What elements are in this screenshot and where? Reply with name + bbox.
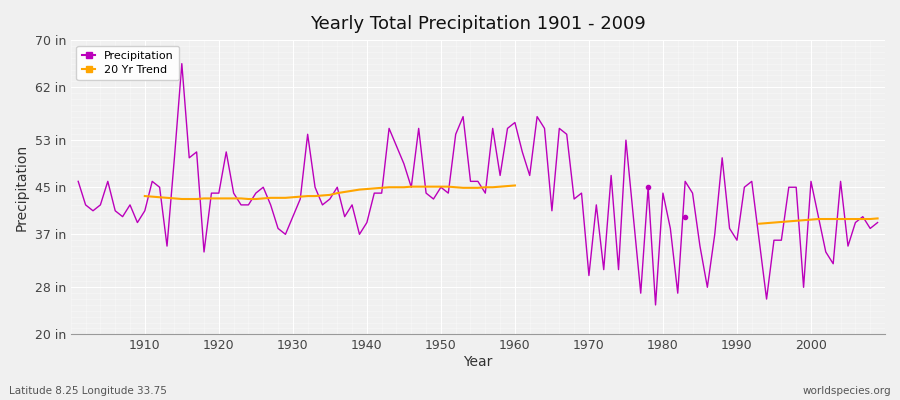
Text: worldspecies.org: worldspecies.org <box>803 386 891 396</box>
Text: Latitude 8.25 Longitude 33.75: Latitude 8.25 Longitude 33.75 <box>9 386 166 396</box>
Legend: Precipitation, 20 Yr Trend: Precipitation, 20 Yr Trend <box>76 46 179 80</box>
Y-axis label: Precipitation: Precipitation <box>15 144 29 231</box>
X-axis label: Year: Year <box>464 355 492 369</box>
Title: Yearly Total Precipitation 1901 - 2009: Yearly Total Precipitation 1901 - 2009 <box>310 15 646 33</box>
